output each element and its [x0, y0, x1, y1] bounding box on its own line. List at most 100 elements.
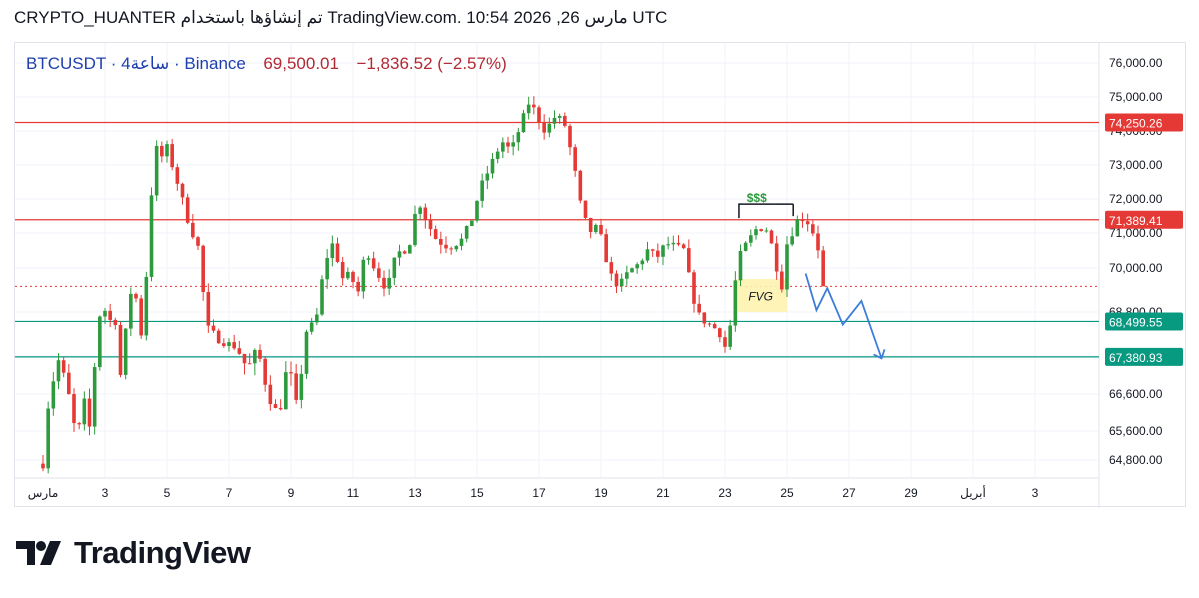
candle-body: [666, 244, 670, 246]
candle-body: [258, 349, 262, 359]
projection-arrowhead: [873, 349, 886, 360]
candle-body: [211, 325, 216, 331]
candle-body: [640, 260, 645, 265]
legend-symbol[interactable]: BTCUSDT: [26, 54, 106, 73]
candle-body: [170, 144, 174, 168]
candle-body: [361, 259, 366, 292]
legend-separator: ·: [174, 54, 180, 73]
x-tick-label: مارس: [28, 486, 59, 501]
candle-body: [542, 122, 546, 133]
candle-body: [692, 272, 696, 304]
candle-body: [309, 322, 314, 332]
candle-body: [222, 343, 226, 347]
candle-body: [335, 243, 340, 262]
legend-last-price: 69,500.01: [263, 54, 339, 73]
candle-body: [495, 151, 500, 159]
y-tick-label: 75,000.00: [1109, 90, 1163, 104]
candle-body: [268, 384, 273, 405]
candle-body: [552, 117, 557, 124]
projection-path: [804, 273, 883, 359]
candle-body: [51, 381, 56, 409]
price-level-resistance-upper-tag: [1105, 113, 1183, 132]
candle-body: [568, 125, 572, 148]
candle-body: [547, 123, 552, 133]
fvg-label: FVG: [748, 290, 773, 304]
candle-body: [759, 229, 763, 232]
candle-body: [449, 248, 453, 250]
candle-body: [676, 242, 681, 245]
candle-body: [671, 242, 676, 245]
x-tick-label: 27: [842, 486, 856, 500]
legend-interval[interactable]: 4ساعة: [121, 54, 170, 73]
candle-body: [588, 217, 593, 233]
candle-body: [790, 236, 794, 245]
candle-body: [392, 257, 397, 278]
y-tick-label: 70,000.00: [1109, 261, 1163, 275]
candle-body: [294, 373, 298, 400]
x-tick-label: 13: [408, 486, 422, 500]
candle-body: [702, 312, 707, 324]
price-chart[interactable]: مارس 3 5 7 9 11 13 15 17 19 21 23 25 27 29 أبريل 3 76,000…: [15, 43, 1187, 508]
candle-body: [805, 221, 810, 225]
candle-body: [454, 245, 459, 250]
candle-body: [98, 316, 102, 368]
candle-body: [656, 250, 660, 257]
candle-body: [299, 373, 304, 400]
candle-body: [216, 330, 221, 344]
candle-body: [351, 271, 355, 282]
candle-body: [237, 348, 242, 354]
candle-body: [625, 272, 629, 279]
fvg-zone: [734, 279, 787, 312]
candle-body: [650, 249, 655, 251]
candle-body: [614, 273, 619, 287]
candle-body: [754, 229, 758, 236]
y-tick-label: 66,600.00: [1109, 387, 1163, 401]
candle-body: [284, 372, 288, 410]
x-tick-label: 23: [718, 486, 732, 500]
candle-body: [418, 207, 422, 214]
candle-body: [377, 268, 381, 278]
candle-body: [470, 220, 474, 226]
candle-body: [526, 104, 531, 114]
candle-body: [123, 328, 128, 375]
y-tick-label: 71,000.00: [1109, 226, 1163, 240]
chart-frame[interactable]: مارس 3 5 7 9 11 13 15 17 19 21 23 25 27 29 أبريل 3 76,000…: [14, 42, 1187, 508]
candle-body: [263, 358, 267, 385]
candle-body: [697, 303, 701, 313]
x-tick-label: 5: [164, 486, 171, 500]
candle-body: [439, 238, 443, 245]
x-tick-label: 19: [594, 486, 608, 500]
candle-body: [397, 251, 402, 258]
candle-body: [532, 104, 536, 108]
candle-body: [578, 170, 583, 201]
candle-body: [537, 107, 541, 123]
candle-body: [800, 219, 805, 222]
candle-body: [387, 277, 391, 289]
candle-body: [480, 180, 484, 201]
candle-body: [769, 230, 774, 244]
candle-body: [738, 250, 743, 281]
candle-body: [46, 408, 50, 469]
candle-body: [749, 235, 753, 243]
candle-body: [227, 342, 231, 347]
candle-body: [382, 277, 386, 289]
candle-body: [583, 200, 588, 218]
price-level-support-upper-label: 68,499.55: [1109, 315, 1163, 329]
candle-body: [661, 245, 665, 257]
y-tick-label: 65,600.00: [1109, 424, 1163, 438]
legend-separator: ·: [110, 54, 117, 73]
candle-body: [356, 281, 360, 292]
candle-body: [346, 271, 350, 279]
candle-body: [340, 261, 345, 279]
x-tick-label: 3: [1032, 486, 1039, 500]
liquidity-bracket: [738, 203, 775, 219]
tradingview-logo-icon: [16, 541, 61, 565]
candle-body: [645, 249, 650, 261]
candle-body: [816, 233, 820, 251]
price-level-resistance-lower-tag: [1105, 210, 1183, 229]
candle-body: [165, 144, 169, 157]
y-tick-label: 64,800.00: [1109, 453, 1163, 467]
candle-body: [320, 279, 324, 315]
candle-body: [712, 324, 717, 329]
candle-body: [206, 291, 211, 326]
